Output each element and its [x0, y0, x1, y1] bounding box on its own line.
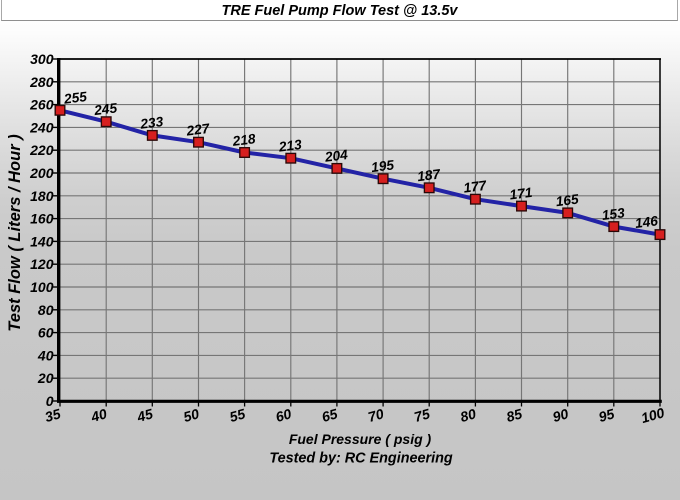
svg-text:80: 80	[38, 302, 54, 318]
svg-text:75: 75	[412, 405, 431, 425]
svg-text:245: 245	[92, 100, 118, 118]
svg-text:Fuel Pressure ( psig ): Fuel Pressure ( psig )	[289, 431, 432, 447]
svg-text:80: 80	[458, 405, 477, 425]
svg-text:140: 140	[30, 233, 54, 249]
svg-text:90: 90	[551, 405, 570, 425]
svg-text:85: 85	[505, 405, 524, 425]
svg-text:300: 300	[30, 51, 54, 67]
svg-text:50: 50	[182, 405, 201, 425]
svg-text:0: 0	[46, 393, 54, 409]
svg-text:180: 180	[30, 188, 54, 204]
svg-text:220: 220	[29, 142, 54, 158]
svg-text:218: 218	[231, 131, 257, 149]
svg-text:255: 255	[62, 89, 88, 107]
svg-text:146: 146	[634, 213, 659, 231]
svg-text:177: 177	[463, 178, 489, 196]
svg-text:Tested by: RC Engineering: Tested by: RC Engineering	[269, 450, 453, 466]
svg-text:70: 70	[366, 405, 385, 425]
svg-text:204: 204	[323, 147, 349, 165]
svg-text:120: 120	[30, 256, 54, 272]
svg-text:55: 55	[228, 405, 247, 425]
svg-text:260: 260	[29, 97, 54, 113]
svg-text:227: 227	[185, 121, 212, 139]
svg-text:165: 165	[555, 192, 580, 210]
svg-text:240: 240	[29, 119, 54, 135]
svg-text:160: 160	[30, 211, 54, 227]
svg-text:60: 60	[38, 325, 54, 341]
svg-text:171: 171	[509, 185, 534, 203]
svg-text:213: 213	[277, 137, 303, 155]
svg-text:153: 153	[601, 205, 626, 223]
svg-text:65: 65	[320, 405, 339, 425]
svg-text:200: 200	[29, 165, 54, 181]
svg-text:20: 20	[37, 370, 54, 386]
svg-text:Test Flow ( Liters / Hour ): Test Flow ( Liters / Hour )	[6, 134, 24, 332]
svg-text:35: 35	[43, 405, 62, 425]
svg-text:45: 45	[134, 405, 154, 425]
svg-text:60: 60	[274, 405, 293, 425]
svg-text:40: 40	[88, 405, 108, 425]
svg-text:100: 100	[639, 404, 666, 426]
svg-text:187: 187	[416, 166, 442, 184]
svg-text:195: 195	[370, 157, 395, 175]
svg-text:233: 233	[139, 114, 165, 132]
svg-text:40: 40	[37, 347, 54, 363]
svg-text:95: 95	[597, 405, 616, 425]
svg-text:280: 280	[29, 74, 54, 90]
svg-text:100: 100	[30, 279, 54, 295]
